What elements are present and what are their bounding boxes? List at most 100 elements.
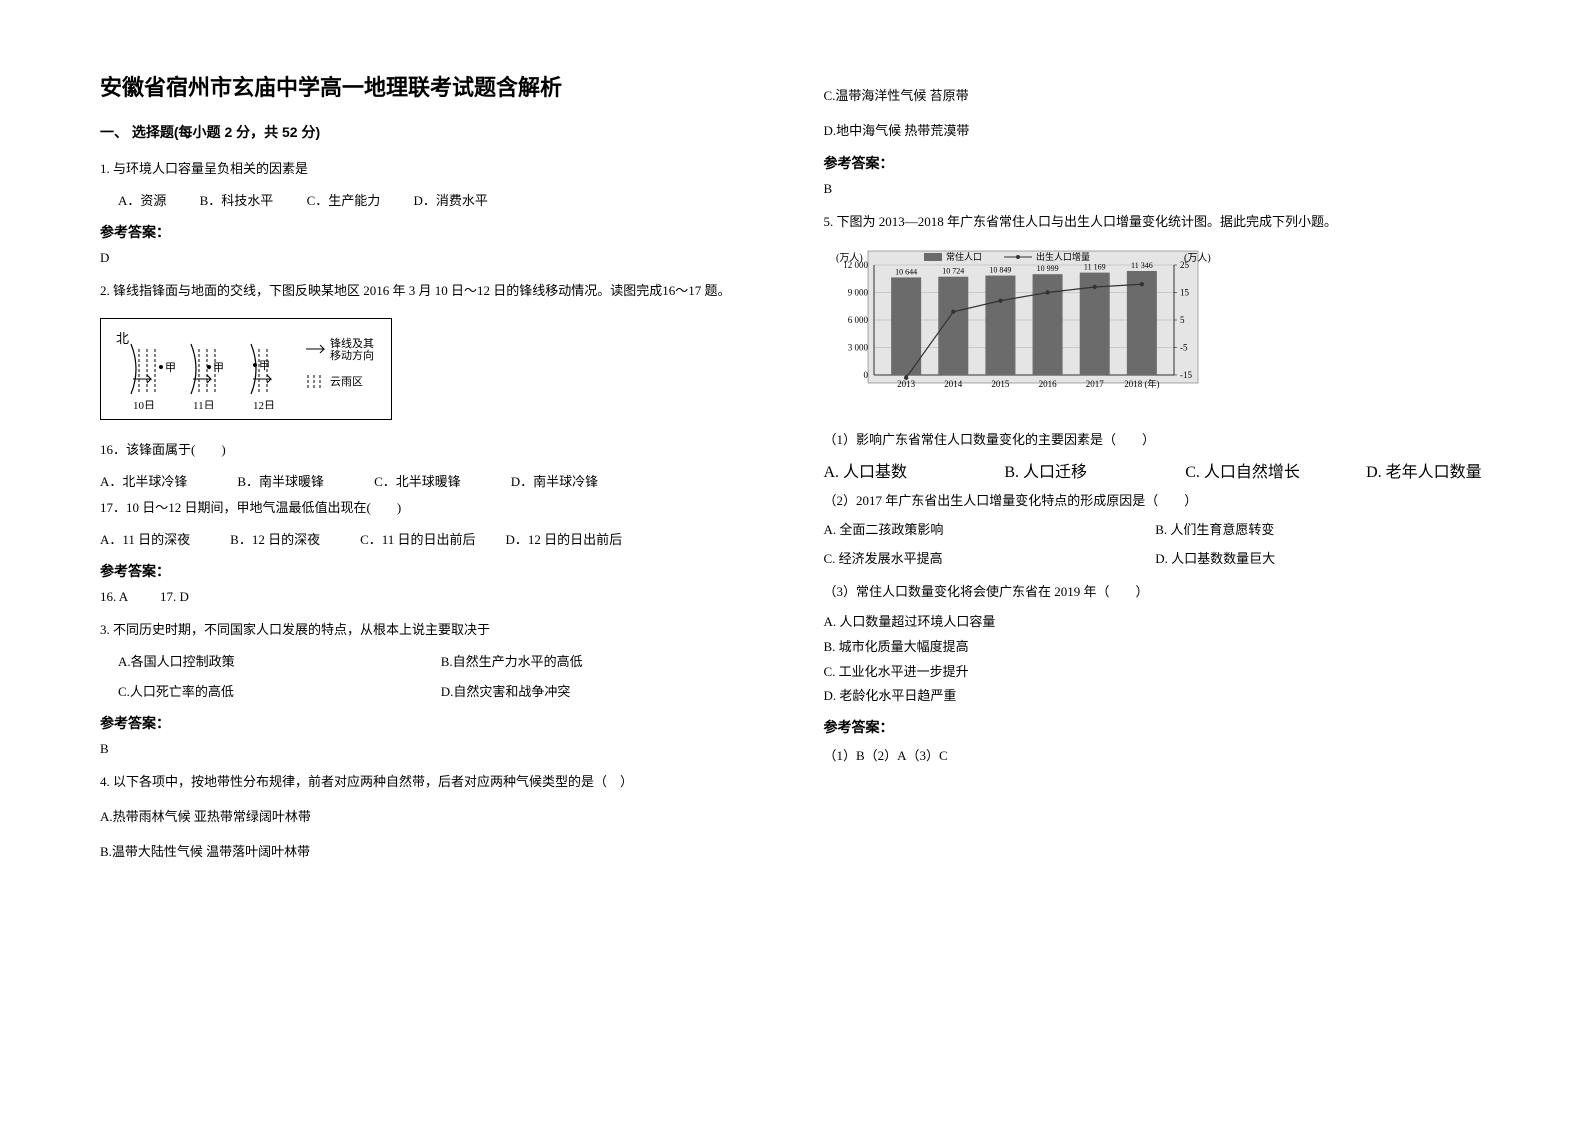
q2-16-b: B．南半球暖锋 — [237, 469, 324, 495]
q2-17-a: A．11 日的深夜 — [100, 527, 190, 553]
svg-text:6 000: 6 000 — [847, 315, 868, 325]
svg-text:5: 5 — [1180, 315, 1185, 325]
question-5: 5. 下图为 2013—2018 年广东省常住人口与出生人口增量变化统计图。据此… — [824, 209, 1488, 235]
svg-text:2013: 2013 — [897, 379, 916, 389]
svg-text:3 000: 3 000 — [847, 343, 868, 353]
q4-opt-a: A.热带雨林气候 亚热带常绿阔叶林带 — [100, 803, 764, 832]
q4-opt-c: C.温带海洋性气候 苔原带 — [824, 82, 1488, 111]
q5s1-a: A. 人口基数 — [824, 458, 945, 482]
north-label: 北 — [116, 331, 129, 346]
q4-opt-b: B.温带大陆性气候 温带落叶阔叶林带 — [100, 838, 764, 867]
svg-text:常住人口: 常住人口 — [946, 251, 982, 262]
answer-label-2: 参考答案： — [100, 561, 764, 581]
svg-text:2017: 2017 — [1085, 379, 1104, 389]
q2-16-a: A．北半球冷锋 — [100, 469, 187, 495]
q1-opt-b: B．科技水平 — [200, 193, 274, 208]
q1-opt-a: A．资源 — [118, 193, 166, 208]
q2-17-b: B．12 日的深夜 — [230, 527, 320, 553]
q1-opt-d: D．消费水平 — [413, 193, 487, 208]
answer-label-5: 参考答案： — [824, 717, 1488, 737]
q3-c: C.人口死亡率的高低 — [118, 679, 441, 705]
q2-sub16: 16．该锋面属于( ) — [100, 437, 764, 463]
q2-17-c: C．11 日的日出前后 — [360, 527, 475, 553]
q4-text: 4. 以下各项中，按地带性分布规律，前者对应两种自然带，后者对应两种气候类型的是… — [100, 769, 764, 795]
q3-text: 3. 不同历史时期，不同国家人口发展的特点，从根本上说主要取决于 — [100, 617, 764, 643]
q2-16-d: D．南半球冷锋 — [511, 469, 598, 495]
q5s3-a: A. 人口数量超过环境人口容量 — [824, 610, 1488, 635]
svg-text:-15: -15 — [1180, 370, 1192, 380]
svg-text:10日: 10日 — [133, 400, 155, 409]
svg-text:2016: 2016 — [1038, 379, 1057, 389]
q4-opt-d: D.地中海气候 热带荒漠带 — [824, 117, 1488, 146]
svg-text:锋线及其: 锋线及其 — [330, 336, 374, 350]
svg-text:移动方向: 移动方向 — [330, 348, 374, 362]
q5-text: 5. 下图为 2013—2018 年广东省常住人口与出生人口增量变化统计图。据此… — [824, 209, 1488, 235]
svg-text:10 724: 10 724 — [942, 267, 964, 276]
q5-sub1: （1）影响广东省常住人口数量变化的主要因素是（ ） — [824, 429, 1488, 448]
svg-text:9 000: 9 000 — [847, 288, 868, 298]
svg-text:10 849: 10 849 — [989, 266, 1011, 275]
svg-text:10 999: 10 999 — [1036, 264, 1058, 273]
svg-text:0: 0 — [863, 370, 868, 380]
q5-sub3: （3）常住人口数量变化将会使广东省在 2019 年（ ） — [824, 581, 1488, 600]
q2-sub17: 17．10 日～12 日期间，甲地气温最低值出现在( ) — [100, 495, 764, 521]
answer-label: 参考答案： — [100, 222, 764, 242]
svg-text:甲: 甲 — [259, 360, 270, 372]
q5s1-d: D. 老年人口数量 — [1366, 458, 1487, 482]
svg-text:25: 25 — [1180, 260, 1190, 270]
question-4: 4. 以下各项中，按地带性分布规律，前者对应两种自然带，后者对应两种气候类型的是… — [100, 769, 764, 795]
q2-figure: 北 甲 10日 — [100, 318, 392, 420]
q5-answer: （1）B（2）A（3）C — [824, 745, 1488, 764]
q5s2-b: B. 人们生育意愿转变 — [1155, 519, 1487, 538]
q4-answer: B — [824, 181, 1488, 197]
q1-text: 1. 与环境人口容量呈负相关的因素是 — [100, 156, 764, 182]
exam-title: 安徽省宿州市玄庙中学高一地理联考试题含解析 — [100, 70, 764, 102]
left-column: 安徽省宿州市玄庙中学高一地理联考试题含解析 一、 选择题(每小题 2 分，共 5… — [100, 70, 804, 1082]
svg-text:12日: 12日 — [253, 400, 275, 409]
q5s3-b: B. 城市化质量大幅度提高 — [824, 635, 1488, 660]
q5-sub2-options: A. 全面二孩政策影响 B. 人们生育意愿转变 C. 经济发展水平提高 D. 人… — [824, 519, 1488, 567]
q5-sub1-options: A. 人口基数 B. 人口迁移 C. 人口自然增长 D. 老年人口数量 — [824, 458, 1488, 482]
svg-text:11 346: 11 346 — [1131, 261, 1153, 270]
q5s1-c: C. 人口自然增长 — [1185, 458, 1306, 482]
section-header: 一、 选择题(每小题 2 分，共 52 分) — [100, 122, 764, 142]
answer-label-3: 参考答案： — [100, 713, 764, 733]
q1-opt-c: C．生产能力 — [307, 193, 381, 208]
q3-options: A.各国人口控制政策 B.自然生产力水平的高低 C.人口死亡率的高低 D.自然灾… — [118, 649, 764, 705]
svg-text:2018 (年): 2018 (年) — [1124, 378, 1159, 389]
q2-answer: 16. A 17. D — [100, 589, 764, 605]
q5s2-a: A. 全面二孩政策影响 — [824, 519, 1156, 538]
q1-options: A．资源 B．科技水平 C．生产能力 D．消费水平 — [118, 188, 764, 214]
svg-text:12 000: 12 000 — [843, 260, 868, 270]
q5s1-b: B. 人口迁移 — [1004, 458, 1125, 482]
svg-text:11日: 11日 — [193, 400, 215, 409]
svg-text:出生人口增量: 出生人口增量 — [1036, 251, 1090, 262]
question-2: 2. 锋线指锋面与地面的交线，下图反映某地区 2016 年 3 月 10 日～1… — [100, 278, 764, 553]
q2-16-c: C．北半球暖锋 — [374, 469, 461, 495]
question-3: 3. 不同历史时期，不同国家人口发展的特点，从根本上说主要取决于 A.各国人口控… — [100, 617, 764, 705]
svg-text:甲: 甲 — [213, 362, 224, 374]
svg-text:甲: 甲 — [165, 362, 176, 374]
q2-sub17-options: A．11 日的深夜 B．12 日的深夜 C．11 日的日出前后 D．12 日的日… — [100, 527, 764, 553]
svg-text:15: 15 — [1180, 288, 1190, 298]
right-column: C.温带海洋性气候 苔原带 D.地中海气候 热带荒漠带 参考答案： B 5. 下… — [804, 70, 1508, 1082]
q5-sub3-options: A. 人口数量超过环境人口容量 B. 城市化质量大幅度提高 C. 工业化水平进一… — [824, 610, 1488, 709]
q5s3-c: C. 工业化水平进一步提升 — [824, 660, 1488, 685]
svg-text:10 644: 10 644 — [895, 268, 917, 277]
svg-text:2015: 2015 — [991, 379, 1010, 389]
q5s2-c: C. 经济发展水平提高 — [824, 548, 1156, 567]
q2-text: 2. 锋线指锋面与地面的交线，下图反映某地区 2016 年 3 月 10 日～1… — [100, 278, 764, 304]
svg-text:-5: -5 — [1180, 343, 1188, 353]
q5-sub2: （2）2017 年广东省出生人口增量变化特点的形成原因是（ ） — [824, 490, 1488, 509]
q1-answer: D — [100, 250, 764, 266]
question-1: 1. 与环境人口容量呈负相关的因素是 A．资源 B．科技水平 C．生产能力 D．… — [100, 156, 764, 214]
q3-d: D.自然灾害和战争冲突 — [441, 679, 764, 705]
q5s3-d: D. 老龄化水平日趋严重 — [824, 684, 1488, 709]
svg-text:11 169: 11 169 — [1083, 263, 1105, 272]
svg-text:云雨区: 云雨区 — [330, 376, 363, 388]
answer-label-4: 参考答案： — [824, 153, 1488, 173]
q5s2-d: D. 人口基数数量巨大 — [1155, 548, 1487, 567]
q3-answer: B — [100, 741, 764, 757]
q3-a: A.各国人口控制政策 — [118, 649, 441, 675]
q2-sub16-options: A．北半球冷锋 B．南半球暖锋 C．北半球暖锋 D．南半球冷锋 — [100, 469, 764, 495]
